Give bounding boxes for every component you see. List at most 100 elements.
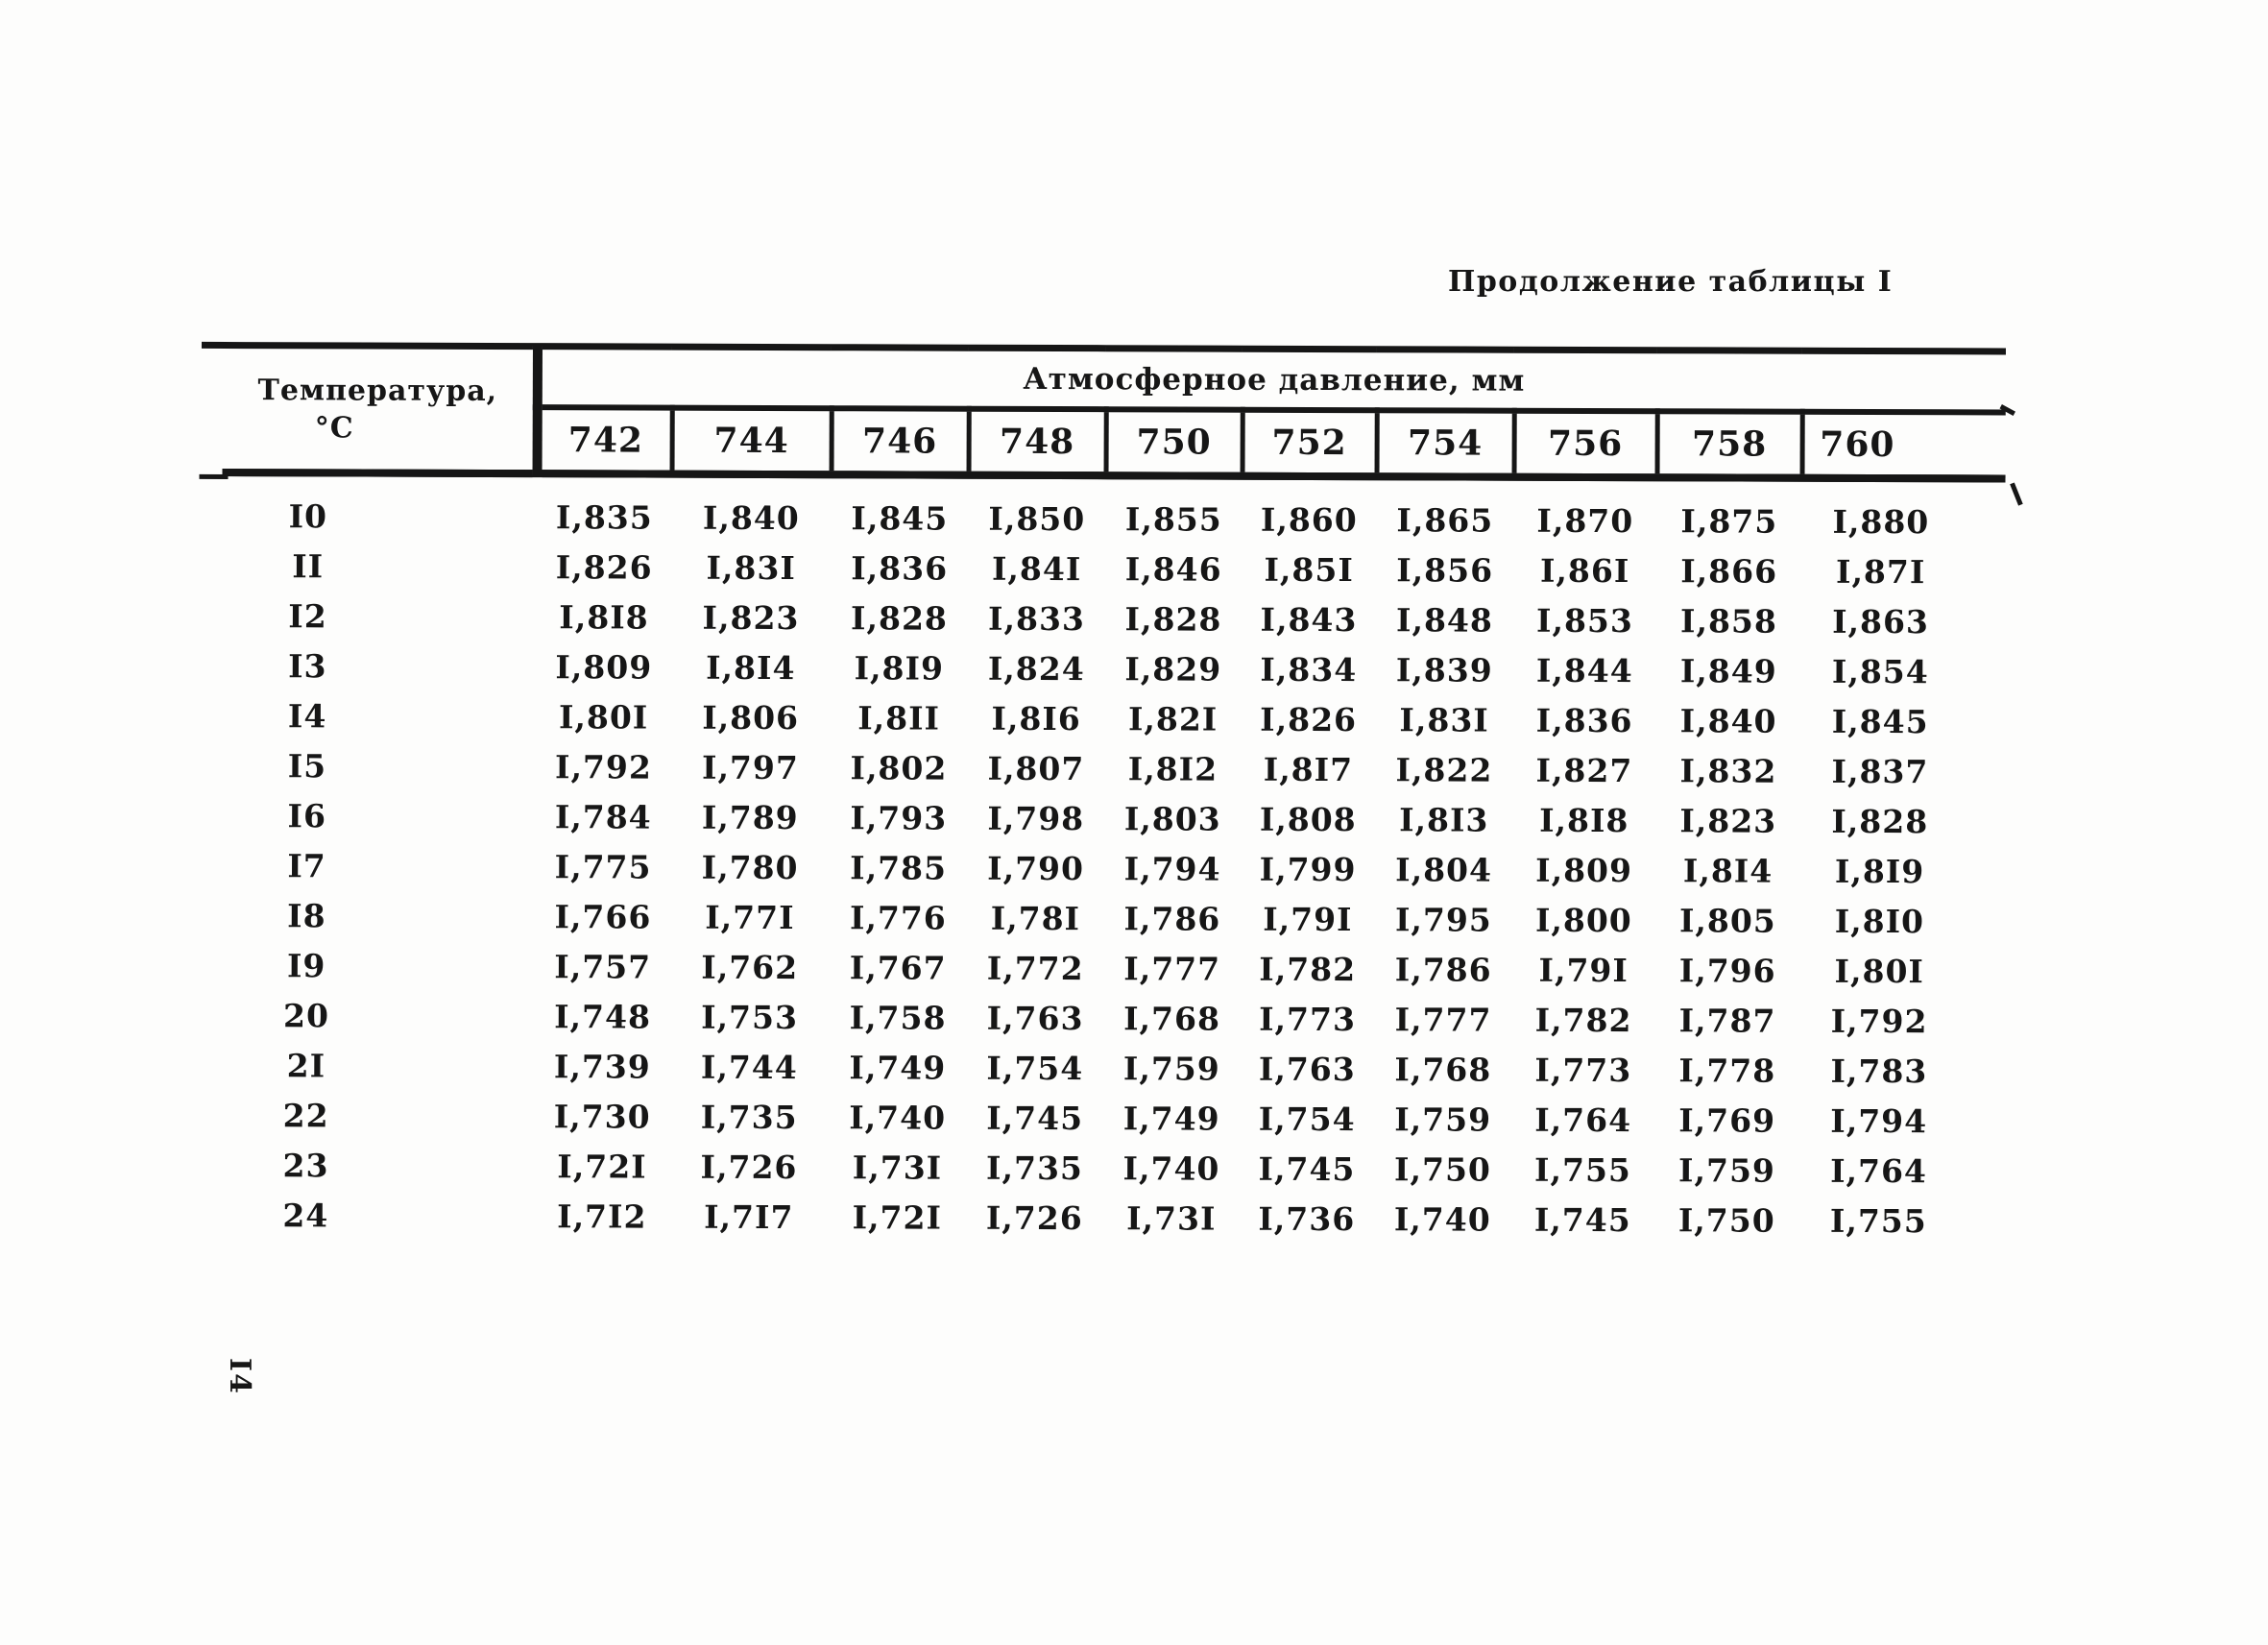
- pressure-value: I,80I: [1834, 952, 1924, 990]
- pressure-value: I,828: [1831, 802, 1929, 840]
- temperature-value: 24: [282, 1196, 329, 1234]
- pressure-value: I,8I8: [559, 597, 649, 637]
- pressure-value: I,8I7: [1263, 750, 1354, 788]
- pressure-value: I,832: [1679, 751, 1777, 790]
- pressure-value: I,834: [1260, 650, 1358, 689]
- table-row: 2I I,739 I,744 I,749 I,754 I,759 I,763 I,768 I,7…: [220, 1040, 2003, 1096]
- temperature-header-unit: °С: [314, 410, 354, 445]
- pressure-value: I,745: [1258, 1149, 1356, 1188]
- pressure-table: Температура, °С Атмосферное давление, мм…: [220, 342, 2007, 1246]
- pressure-value: I,754: [986, 1049, 1084, 1087]
- temperature-value: I8: [287, 896, 326, 934]
- table-row: I2 I,8I8 I,823 I,828 I,833 I,828 I,843 I,848 I,8…: [222, 591, 2005, 646]
- pressure-value: I,7I2: [557, 1197, 647, 1236]
- temperature-value: I2: [288, 596, 327, 635]
- pressure-column-header: 752: [1242, 409, 1377, 477]
- pressure-value: I,843: [1260, 600, 1358, 639]
- pressure-value: I,764: [1830, 1151, 1928, 1190]
- pressure-value: I,848: [1396, 600, 1493, 640]
- pressure-value: I,784: [554, 797, 652, 836]
- pressure-column-header: 760: [1801, 411, 2006, 479]
- pressure-value: I,840: [702, 498, 800, 537]
- pressure-column-header: 746: [831, 408, 969, 475]
- pressure-value: I,822: [1395, 750, 1493, 789]
- pressure-value: I,849: [1679, 651, 1777, 690]
- pressure-value: I,837: [1831, 752, 1929, 790]
- table-row: II I,826 I,83I I,836 I,84I I,846 I,85I I,856 I,8…: [222, 541, 2005, 596]
- pressure-value: I,753: [701, 998, 799, 1036]
- pressure-value: I,839: [1395, 650, 1493, 689]
- temperature-value: 20: [283, 996, 330, 1034]
- pressure-column-header: 748: [968, 408, 1106, 476]
- pressure-value: I,77I: [705, 898, 795, 936]
- pressure-value: I,762: [701, 948, 799, 986]
- pressure-value: I,768: [1123, 999, 1221, 1038]
- pressure-value: I,804: [1395, 850, 1493, 889]
- pressure-value: I,740: [1122, 1149, 1220, 1188]
- table-row: 24 I,7I2 I,7I7 I,72I I,726 I,73I I,736 I,740 I,7…: [220, 1190, 2003, 1246]
- pressure-value: I,809: [555, 647, 653, 687]
- pressure-value: I,8I4: [1682, 851, 1773, 890]
- pressure-header-cell: Атмосферное давление, мм: [537, 346, 2007, 413]
- table-row: I9 I,757 I,762 I,767 I,772 I,777 I,782 I,786 I,7…: [221, 940, 2004, 996]
- pressure-value: I,797: [701, 748, 799, 786]
- pressure-value: I,778: [1678, 1051, 1776, 1090]
- pressure-value: I,794: [1123, 849, 1221, 888]
- pressure-value: I,789: [701, 798, 799, 836]
- pressure-value: I,759: [1122, 1049, 1220, 1088]
- temperature-value: I0: [288, 496, 328, 535]
- pressure-value: I,809: [1535, 851, 1633, 889]
- pressure-value: I,828: [1124, 599, 1222, 639]
- pressure-value: I,8I2: [1127, 749, 1218, 788]
- pressure-value: I,806: [702, 698, 800, 737]
- pressure-value: I,796: [1678, 951, 1776, 990]
- temperature-value: I6: [287, 796, 327, 835]
- pressure-value: I,844: [1535, 651, 1633, 689]
- pressure-value: I,73I: [1126, 1198, 1217, 1238]
- pressure-value: I,749: [1122, 1099, 1220, 1138]
- pressure-value: I,739: [553, 1047, 651, 1086]
- pressure-column-header: 744: [671, 407, 832, 475]
- temperature-value: II: [292, 546, 325, 585]
- pressure-value: I,772: [986, 949, 1084, 987]
- pressure-value: I,790: [987, 849, 1085, 887]
- pressure-value: I,759: [1678, 1150, 1775, 1190]
- pressure-value: I,799: [1259, 850, 1357, 888]
- pressure-value: I,72I: [557, 1147, 647, 1186]
- pressure-value: I,850: [988, 499, 1086, 538]
- pressure-column-header: 742: [537, 407, 672, 474]
- table-row: 23 I,72I I,726 I,73I I,735 I,740 I,745 I,750 I,7…: [220, 1140, 2003, 1196]
- pressure-value: I,767: [849, 948, 947, 987]
- pressure-value: I,775: [554, 847, 652, 886]
- temperature-value: I5: [287, 746, 327, 785]
- pressure-value: I,875: [1680, 501, 1778, 541]
- pressure-value: I,780: [701, 848, 799, 886]
- pressure-column-header: 758: [1656, 411, 1802, 478]
- table-row: I7 I,775 I,780 I,785 I,790 I,794 I,799 I,804 I,8…: [221, 840, 2004, 896]
- pressure-value: I,828: [851, 598, 948, 638]
- pressure-value: I,750: [1677, 1200, 1775, 1240]
- table-row: I8 I,766 I,77I I,776 I,78I I,786 I,79I I,795 I,8…: [221, 890, 2004, 946]
- pressure-value: I,856: [1396, 550, 1494, 590]
- pressure-value: I,83I: [706, 548, 796, 587]
- pressure-value: I,829: [1124, 649, 1222, 689]
- pressure-value: I,845: [1831, 702, 1929, 740]
- pressure-value: I,836: [851, 548, 949, 588]
- pressure-value: I,773: [1534, 1051, 1632, 1089]
- pressure-value: I,740: [1393, 1199, 1491, 1239]
- pressure-value: I,777: [1394, 1000, 1492, 1039]
- pressure-value: I,826: [555, 547, 653, 587]
- pressure-value: I,768: [1394, 1050, 1492, 1089]
- temperature-value: I9: [286, 946, 326, 984]
- temperature-value: I4: [287, 696, 327, 735]
- pressure-value: I,858: [1680, 601, 1777, 641]
- pressure-value: I,754: [1258, 1100, 1356, 1138]
- pressure-value: I,757: [554, 947, 652, 986]
- pressure-value: I,800: [1534, 901, 1632, 939]
- pressure-value: I,794: [1830, 1101, 1928, 1140]
- table-row: I5 I,792 I,797 I,802 I,807 I,8I2 I,8I7 I,822 I,8…: [221, 740, 2004, 796]
- pressure-column-header: 754: [1376, 410, 1514, 477]
- pressure-value: I,8II: [857, 698, 941, 738]
- pressure-value: I,808: [1259, 800, 1357, 838]
- pressure-value: I,792: [554, 747, 652, 786]
